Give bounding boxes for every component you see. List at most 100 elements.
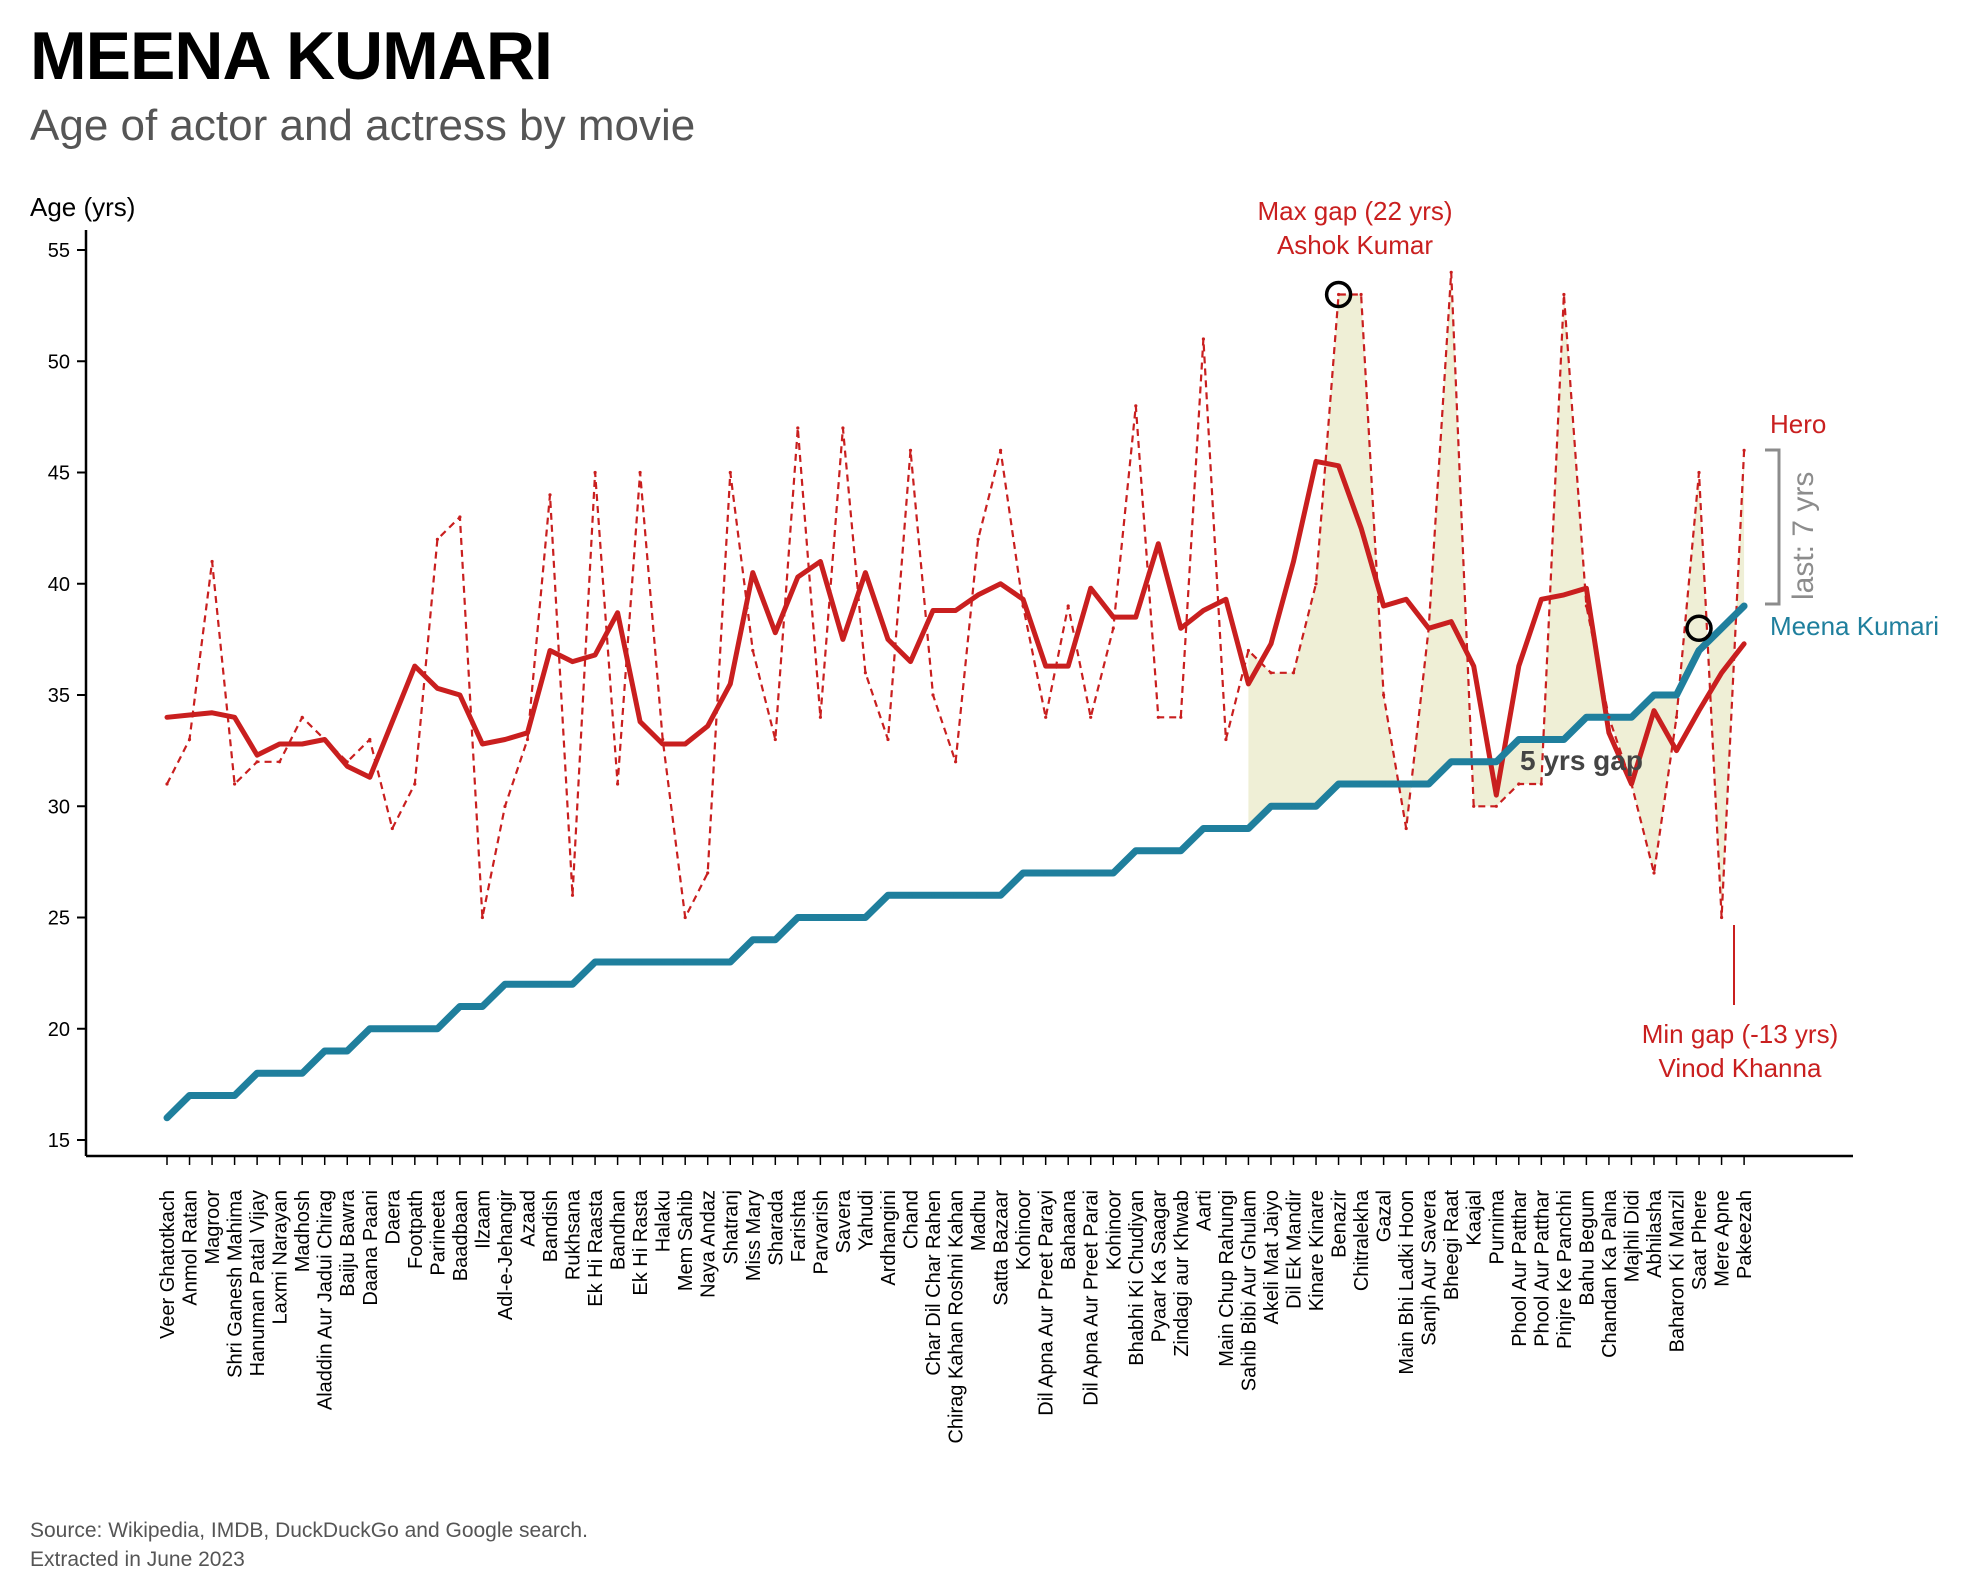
hero-age-point <box>683 915 687 920</box>
y-tick-label: 20 <box>48 1019 70 1041</box>
hero-age-point <box>1539 782 1543 786</box>
actress-age-point <box>1561 737 1566 742</box>
hero-age-point <box>458 515 462 519</box>
x-tick-label: Pakeezah <box>1734 1190 1756 1279</box>
x-tick-label: Bandish <box>540 1190 562 1262</box>
gap-area-layer <box>1248 272 1745 918</box>
hero-age-point <box>1697 470 1701 475</box>
actress-age-point <box>1359 782 1364 786</box>
x-tick-label: Rukhsana <box>563 1189 585 1280</box>
actress-age-point <box>1314 804 1318 809</box>
actress-age-point <box>277 1071 282 1076</box>
y-tick-label: 45 <box>48 463 70 485</box>
hero-age-point <box>616 782 620 786</box>
actress-age-point <box>435 1026 440 1031</box>
highlight-circle <box>1324 280 1353 309</box>
x-tick-label: Main Chup Rahungi <box>1216 1190 1238 1367</box>
y-tick-label: 35 <box>48 685 70 707</box>
x-tick-label: Sanjh Aur Savera <box>1419 1189 1441 1346</box>
x-tick-label: Aladdin Aur Jadui Chirag <box>315 1190 337 1410</box>
hero-age-point <box>187 737 192 742</box>
x-tick-label: Kohinoor <box>1103 1190 1125 1270</box>
hero-age-point <box>1201 337 1205 341</box>
hero-age-point <box>773 737 777 742</box>
x-tick-label: Abhilasha <box>1644 1189 1666 1278</box>
hero-age-point <box>435 537 439 541</box>
actress-age-point <box>683 960 688 964</box>
x-tick-label: Footpath <box>405 1190 427 1269</box>
annotation-layer: Max gap (22 yrs) Ashok Kumar Min gap (-1… <box>1257 196 1939 1083</box>
source-line-2: Extracted in June 2023 <box>30 1548 245 1571</box>
x-tick-label: Daana Paani <box>360 1190 382 1306</box>
hero-age-point <box>1652 871 1656 875</box>
x-tick-label: Miss Mary <box>743 1190 765 1281</box>
y-tick-label: 50 <box>48 351 70 373</box>
hero-age-point <box>931 693 935 697</box>
actress-age-point <box>818 915 823 920</box>
actress-age-point <box>165 1115 169 1120</box>
hero-age-point <box>728 470 732 475</box>
actress-age-point <box>728 960 733 964</box>
hero-age-point <box>638 470 642 475</box>
hero-age-point <box>1021 604 1025 608</box>
x-tick-label: Shri Ganesh Mahima <box>225 1189 247 1378</box>
x-tick-label: Baadbaan <box>450 1190 472 1281</box>
actress-age-point <box>1426 782 1431 786</box>
actress-age-point <box>1269 804 1273 809</box>
chart-subtitle: Age of actor and actress by movie <box>30 101 696 150</box>
actress-age-point <box>1201 826 1206 831</box>
last-gap-label: last: 7 yrs <box>1787 472 1820 600</box>
x-tick-label: Bheegi Raat <box>1441 1190 1463 1301</box>
x-tick-label: Hanuman Patal Vijay <box>247 1190 269 1376</box>
hero-age-point <box>1427 626 1431 630</box>
actress-age-point <box>615 960 620 964</box>
x-tick-label: Shatranj <box>720 1190 742 1265</box>
actress-age-point <box>840 915 845 920</box>
hero-age-point <box>976 537 980 541</box>
actress-age-line <box>163 602 1748 1122</box>
hero-age-point <box>1674 715 1679 719</box>
actress-age-point <box>1652 693 1656 697</box>
actress-age-point <box>232 1093 237 1098</box>
x-tick-label: Kinare Kinare <box>1306 1190 1328 1311</box>
actress-age-point <box>1539 737 1544 742</box>
actress-age-point <box>1336 782 1341 786</box>
x-tick-label: Baiju Bawra <box>337 1189 359 1297</box>
x-tick-label: Azaad <box>518 1190 540 1247</box>
hero-age-point <box>165 782 169 786</box>
actress-age-point <box>1742 604 1747 608</box>
actress-age-point <box>1516 737 1521 742</box>
hero-age-dashed-line <box>166 271 1746 919</box>
x-tick-label: Bahu Begum <box>1576 1190 1598 1306</box>
actress-age-point <box>412 1026 417 1031</box>
hero-age-point <box>1044 715 1048 719</box>
hero-age-point <box>1314 582 1318 586</box>
x-tick-label: Farishta <box>788 1189 810 1262</box>
actress-age-point <box>255 1071 260 1076</box>
actress-age-point <box>1471 759 1476 764</box>
x-tick-label: Veer Ghatotkach <box>157 1190 179 1339</box>
actress-age-point <box>1021 871 1026 875</box>
y-tick-label: 30 <box>48 796 70 818</box>
hero-age-point <box>886 737 890 742</box>
actress-age-point <box>976 893 981 898</box>
x-tick-label: Parineeta <box>427 1189 449 1275</box>
hero-age-point <box>1607 715 1611 719</box>
x-tick-label: Bhabhi Ki Chudiyan <box>1126 1190 1148 1366</box>
hero-age-point <box>1179 715 1183 719</box>
actress-series-label: Meena Kumari <box>1770 611 1939 641</box>
x-tick-label: Phool Aur Patthar <box>1531 1190 1553 1347</box>
actress-age-point <box>1494 759 1499 764</box>
actress-age-point <box>931 893 935 898</box>
actress-age-point <box>480 1004 485 1009</box>
hero-age-point <box>480 915 484 920</box>
x-tick-label: Savera <box>833 1189 855 1253</box>
actress-age-point <box>1584 715 1589 720</box>
actress-age-point <box>1719 626 1724 631</box>
hero-age-point <box>1472 804 1476 808</box>
x-tick-label: Madhosh <box>292 1190 314 1272</box>
x-tick-label: Saat Phere <box>1689 1190 1711 1290</box>
actress-age-point <box>503 982 507 987</box>
y-tick-label: 15 <box>48 1130 70 1152</box>
